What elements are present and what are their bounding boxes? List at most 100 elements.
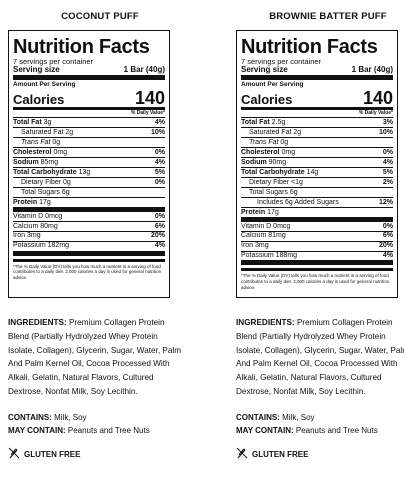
nutrient-name: Iron — [241, 242, 254, 250]
nutrient-amount: 0mcg — [273, 222, 291, 230]
servings-per-container: 7 servings per container — [13, 57, 94, 66]
nutrient-amount: 2g — [293, 129, 302, 137]
calories-row: Calories 140 — [13, 88, 165, 111]
ingredients-label: INGREDIENTS: — [8, 318, 67, 327]
contains-line: CONTAINS: Milk, Soy — [236, 413, 315, 422]
may-contain-value: Peanuts and Tree Nuts — [67, 426, 150, 435]
nutrient-name: Total Sugars — [21, 188, 60, 196]
nutrient-amount: 0mg — [281, 148, 296, 156]
nutrient-name: Total Carbohydrate — [241, 168, 305, 176]
nutrient-row: Total Carbohydrate 13g 5% — [13, 168, 165, 178]
nutrient-name: Dietary Fiber — [21, 178, 62, 186]
nutrient-row: Dietary Fiber <1g 2% — [241, 178, 393, 188]
serving-size-row: Serving size 1 Bar (40g) — [13, 64, 165, 81]
nutrient-row: Trans Fat 0g — [13, 138, 165, 149]
nutrition-facts-heading: Nutrition Facts — [241, 36, 378, 58]
may-contain-line: MAY CONTAIN: Peanuts and Tree Nuts — [8, 426, 150, 435]
gluten-free-label: GLUTEN FREE — [24, 449, 81, 459]
nutrient-amount: 13g — [78, 168, 91, 176]
nutrient-row: Protein 17g — [13, 198, 165, 212]
nutrient-name: Trans Fat — [21, 139, 51, 146]
nutrient-name: Total Carbohydrate — [13, 168, 77, 176]
nutrient-amount: 17g — [267, 208, 279, 216]
nutrient-name-cell: Cholesterol 0mg — [241, 149, 295, 156]
nutrient-daily-value: 20% — [378, 242, 393, 250]
nutrient-amount: 81mg — [268, 232, 286, 240]
contains-line: CONTAINS: Milk, Soy — [8, 413, 87, 422]
nutrient-amount: 0mcg — [45, 212, 63, 220]
nutrient-name: Trans Fat — [249, 139, 279, 146]
nutrient-name-cell: Saturated Fat 2g — [13, 129, 73, 136]
nutrient-name-cell: Trans Fat 0g — [13, 139, 60, 146]
nutrient-name: Vitamin D — [13, 212, 44, 220]
nutrient-name-cell: Iron 3mg — [241, 242, 269, 249]
daily-value-footnote: *The % Daily Value (DV) tells you how mu… — [13, 258, 165, 281]
nutrient-amount: 3mg — [255, 242, 269, 250]
nutrient-name: Sodium — [13, 158, 39, 166]
nutrient-name-cell: Saturated Fat 2g — [241, 129, 301, 136]
contains-label: CONTAINS: — [8, 413, 52, 422]
nutrient-amount: 0g — [280, 139, 289, 146]
nutrient-row: Total Carbohydrate 14g 5% — [241, 168, 393, 178]
nutrient-name-cell: Protein 17g — [241, 209, 279, 216]
nutrient-amount: 3g — [43, 119, 52, 127]
nutrient-row: Vitamin D 0mcg 0% — [241, 222, 393, 232]
nutrient-name: Total Fat — [241, 119, 270, 127]
calories-value: 140 — [134, 88, 165, 109]
product-title: COCONUT PUFF — [61, 11, 139, 22]
nutrient-row: Calcium 81mg 6% — [241, 232, 393, 242]
may-contain-label: MAY CONTAIN: — [8, 426, 66, 435]
nutrient-daily-value: 4% — [382, 252, 393, 260]
nutrient-daily-value: 0% — [154, 148, 165, 156]
nutrient-row: Vitamin D 0mcg 0% — [13, 212, 165, 222]
nutrient-amount: <1g — [291, 178, 303, 186]
nutrient-row: Trans Fat 0g — [241, 138, 393, 149]
daily-value-header: % Daily Value* — [241, 110, 393, 119]
nutrient-amount: 6g — [289, 188, 298, 196]
nutrient-row: Total Sugars 6g — [13, 188, 165, 198]
nutrient-name-cell: Sodium 90mg — [241, 159, 286, 166]
nutrient-daily-value: 3% — [382, 119, 393, 127]
nutrient-amount: 80mg — [40, 222, 58, 230]
nutrient-name-cell: Total Fat 3g — [13, 119, 51, 126]
product-column-brownie-batter-puff: BROWNIE BATTER PUFF Nutrition Facts 7 serv… — [236, 0, 404, 459]
nutrient-row: Saturated Fat 2g 10% — [241, 128, 393, 139]
nutrient-row: Sodium 85mg 4% — [13, 158, 165, 169]
nutrient-daily-value: 6% — [154, 222, 165, 230]
nutrient-name-cell: Vitamin D 0mcg — [241, 223, 290, 230]
nutrient-daily-value: 2% — [382, 178, 393, 186]
serving-size-value: 1 Bar (40g) — [351, 64, 393, 74]
nutrient-daily-value: 4% — [154, 158, 165, 166]
nutrient-row: Calcium 80mg 6% — [13, 222, 165, 232]
nutrient-row: Protein 17g — [241, 208, 393, 222]
nutrient-name: Total Fat — [13, 119, 42, 127]
nutrient-amount: 0g — [52, 139, 61, 146]
ingredients-text: Premium Collagen Protein Blend (Partiall… — [8, 318, 182, 396]
nutrient-amount: 188mg — [275, 252, 298, 260]
calories-label: Calories — [241, 92, 293, 108]
serving-size-value: 1 Bar (40g) — [123, 64, 165, 74]
nutrient-daily-value: 4% — [154, 119, 165, 127]
nutrient-daily-value: 10% — [150, 129, 165, 137]
nutrient-name-cell: Total Sugars 6g — [241, 189, 298, 196]
nutrient-amount: 14g — [306, 168, 319, 176]
nutrient-amount: 3mg — [27, 232, 41, 240]
nutrient-name-cell: Dietary Fiber 0g — [13, 179, 71, 186]
nutrient-name-cell: Dietary Fiber <1g — [241, 179, 303, 186]
nutrient-daily-value: 0% — [154, 178, 165, 186]
nutrient-amount: 0g — [63, 178, 71, 186]
nutrient-daily-value: 0% — [382, 222, 393, 230]
servings-per-container: 7 servings per container — [241, 57, 322, 66]
gluten-free-badge: GLUTEN FREE — [8, 447, 80, 461]
nutrient-daily-value: 0% — [382, 148, 393, 156]
ingredients-label: INGREDIENTS: — [236, 318, 295, 327]
nutrient-daily-value: 6% — [382, 232, 393, 240]
nutrient-name-cell: Cholesterol 0mg — [13, 149, 67, 156]
nutrient-row: Potassium 182mg 4% — [13, 242, 165, 256]
nutrient-name: Cholesterol — [241, 148, 280, 156]
nutrient-name-cell: Vitamin D 0mcg — [13, 213, 62, 220]
nutrient-name-cell: Potassium 182mg — [13, 242, 69, 249]
contains-label: CONTAINS: — [236, 413, 280, 422]
nutrient-name: Saturated Fat — [21, 129, 64, 137]
nutrient-amount: 0mg — [53, 148, 68, 156]
